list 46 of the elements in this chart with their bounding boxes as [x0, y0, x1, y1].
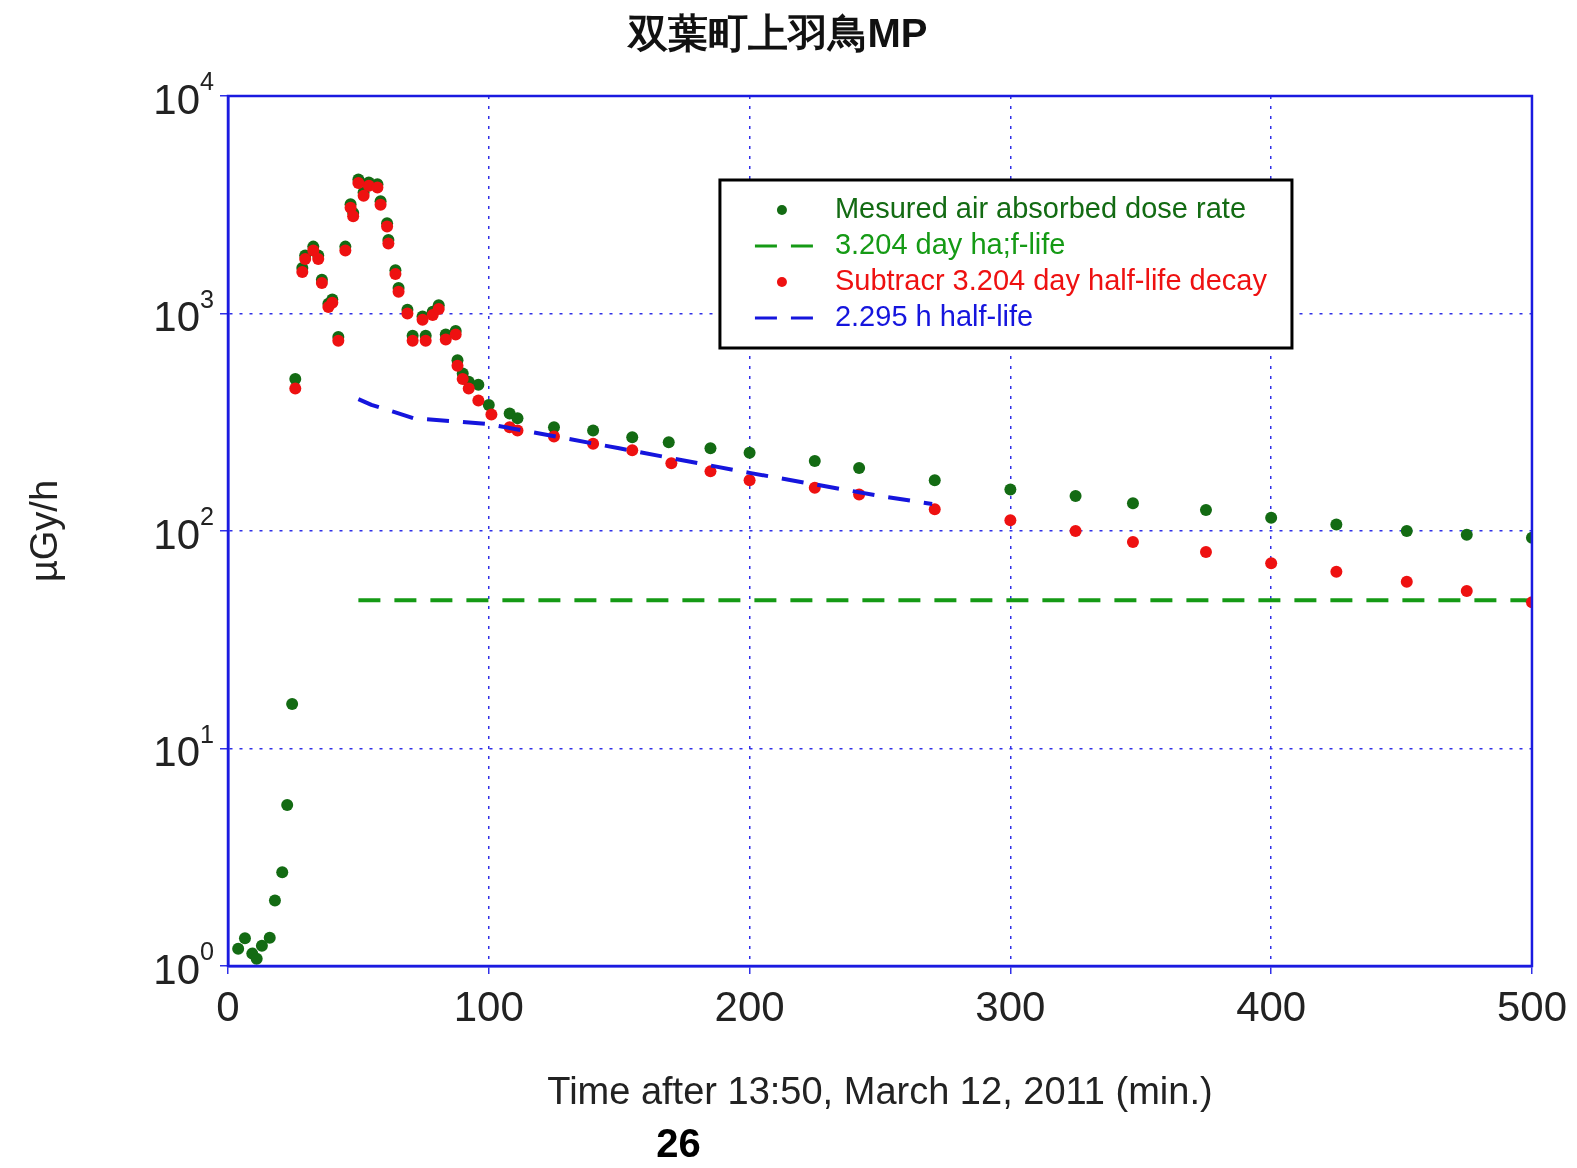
point — [401, 307, 414, 320]
x-tick-label: 300 — [975, 982, 1046, 1030]
point — [665, 457, 678, 470]
point — [419, 334, 432, 347]
legend-label: Mesured air absorbed dose rate — [834, 192, 1247, 224]
point — [451, 359, 464, 372]
point — [347, 210, 360, 223]
point — [299, 253, 312, 266]
point — [1460, 584, 1473, 597]
x-tick-label: 200 — [714, 982, 785, 1030]
point — [289, 382, 302, 395]
legend-label: 2.295 h half-life — [834, 300, 1034, 332]
point — [462, 382, 475, 395]
point — [339, 244, 352, 257]
x-tick-label: 100 — [453, 982, 524, 1030]
point — [315, 277, 328, 290]
point — [296, 266, 309, 279]
point — [1004, 514, 1017, 527]
point — [472, 394, 485, 407]
point — [456, 372, 469, 385]
point — [352, 177, 365, 190]
point — [1126, 536, 1139, 549]
x-tick-label: 400 — [1236, 982, 1307, 1030]
chart-title: 双葉町上羽鳥MP — [625, 11, 928, 56]
point — [382, 237, 395, 250]
point — [743, 474, 756, 487]
legend-label: Subtracr 3.204 day half-life decay — [834, 264, 1268, 296]
point — [392, 285, 405, 298]
point — [1199, 546, 1212, 559]
point — [1265, 557, 1278, 570]
x-tick-label: 0 — [216, 982, 240, 1030]
legend-label: 3.204 day ha;f-life — [834, 228, 1066, 260]
y-axis-title: µGy/h — [23, 479, 66, 583]
point — [1400, 575, 1413, 588]
point — [312, 253, 325, 266]
point — [485, 408, 498, 421]
x-axis-title: Time after 13:50, March 12, 2011 (min.) — [547, 1069, 1213, 1112]
point — [406, 334, 419, 347]
point — [1330, 565, 1343, 578]
point — [332, 334, 345, 347]
point — [928, 503, 941, 516]
point — [439, 333, 452, 346]
point — [1069, 525, 1082, 537]
point — [626, 444, 639, 457]
text: 26 — [656, 1121, 701, 1166]
x-tick-label: 500 — [1496, 982, 1567, 1030]
